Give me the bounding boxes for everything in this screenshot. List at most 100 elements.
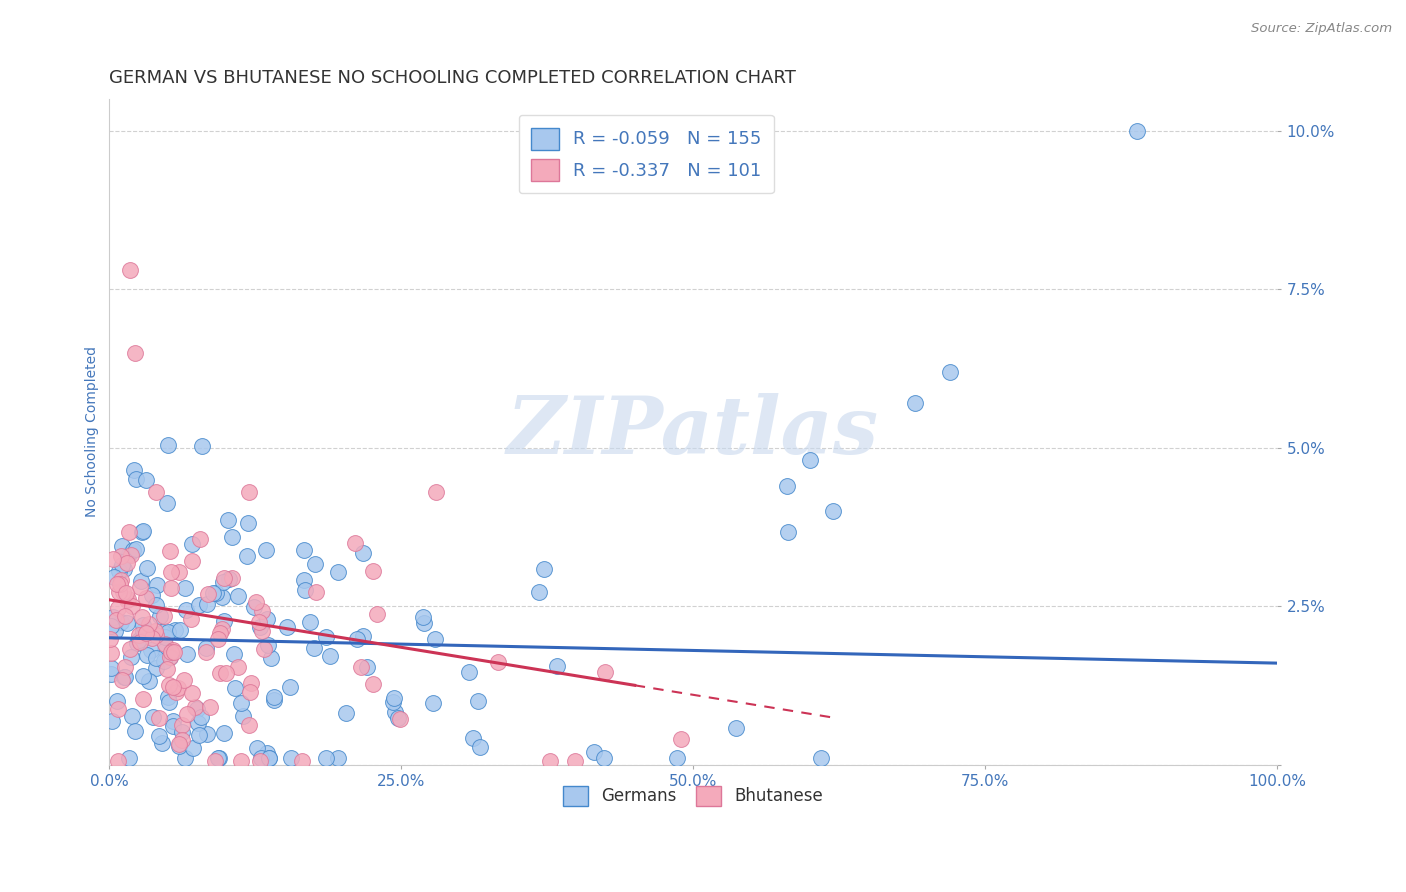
Point: [120, 650, 142, 665]
Point: [159, 565, 181, 579]
Point: [238, 718, 260, 732]
Point: [1126, 124, 1149, 138]
Point: [387, 711, 409, 725]
Point: [188, 598, 211, 612]
Point: [190, 710, 212, 724]
Point: [131, 524, 153, 539]
Point: [129, 574, 152, 589]
Point: [135, 625, 157, 640]
Point: [382, 690, 405, 705]
Point: [249, 751, 271, 765]
Point: [217, 512, 239, 526]
Text: Source: ZipAtlas.com: Source: ZipAtlas.com: [1251, 22, 1392, 36]
Point: [101, 714, 124, 728]
Point: [188, 728, 211, 742]
Point: [422, 696, 444, 710]
Point: [425, 485, 447, 500]
Point: [280, 681, 302, 695]
Point: [381, 695, 404, 709]
Point: [361, 677, 384, 691]
Point: [174, 751, 197, 765]
Point: [142, 710, 165, 724]
Point: [173, 673, 195, 687]
Point: [132, 618, 155, 632]
Point: [101, 609, 124, 624]
Point: [214, 726, 236, 740]
Point: [107, 702, 129, 716]
Point: [221, 530, 243, 544]
Point: [232, 709, 254, 723]
Point: [100, 618, 122, 632]
Point: [115, 616, 138, 631]
Point: [533, 562, 555, 576]
Point: [238, 485, 260, 500]
Point: [110, 615, 132, 630]
Point: [304, 557, 326, 571]
Point: [153, 631, 176, 645]
Point: [145, 661, 167, 675]
Point: [122, 463, 145, 477]
Point: [132, 669, 155, 683]
Point: [315, 630, 337, 644]
Point: [157, 437, 180, 451]
Point: [155, 643, 177, 657]
Point: [153, 608, 176, 623]
Point: [294, 543, 316, 558]
Point: [169, 623, 191, 637]
Point: [776, 525, 799, 540]
Point: [115, 592, 138, 607]
Point: [157, 695, 180, 709]
Point: [256, 638, 278, 652]
Point: [305, 585, 328, 599]
Point: [153, 637, 176, 651]
Point: [209, 625, 232, 640]
Point: [458, 665, 481, 679]
Point: [156, 496, 179, 510]
Point: [212, 574, 235, 589]
Point: [366, 607, 388, 621]
Point: [159, 649, 181, 664]
Point: [114, 609, 136, 624]
Point: [145, 651, 167, 665]
Point: [231, 755, 253, 769]
Point: [257, 751, 280, 765]
Point: [564, 755, 586, 769]
Point: [121, 709, 143, 723]
Point: [350, 659, 373, 673]
Point: [150, 736, 173, 750]
Point: [103, 570, 125, 584]
Point: [181, 686, 204, 700]
Point: [141, 588, 163, 602]
Point: [120, 549, 142, 563]
Point: [100, 661, 122, 675]
Point: [120, 642, 142, 657]
Point: [160, 645, 183, 659]
Point: [263, 690, 285, 705]
Point: [167, 737, 190, 751]
Point: [204, 755, 226, 769]
Point: [724, 721, 747, 735]
Point: [231, 696, 253, 710]
Point: [388, 712, 411, 726]
Point: [294, 583, 316, 598]
Point: [486, 655, 509, 669]
Point: [187, 715, 209, 730]
Point: [463, 731, 485, 745]
Point: [582, 745, 605, 759]
Point: [180, 612, 202, 626]
Point: [162, 718, 184, 732]
Point: [108, 577, 131, 591]
Point: [107, 601, 129, 615]
Point: [132, 692, 155, 706]
Point: [132, 524, 155, 538]
Point: [159, 649, 181, 664]
Point: [145, 599, 167, 613]
Point: [253, 641, 276, 656]
Point: [252, 624, 274, 638]
Point: [156, 690, 179, 704]
Point: [302, 641, 325, 656]
Point: [111, 673, 134, 687]
Point: [124, 542, 146, 557]
Point: [319, 648, 342, 663]
Point: [125, 472, 148, 486]
